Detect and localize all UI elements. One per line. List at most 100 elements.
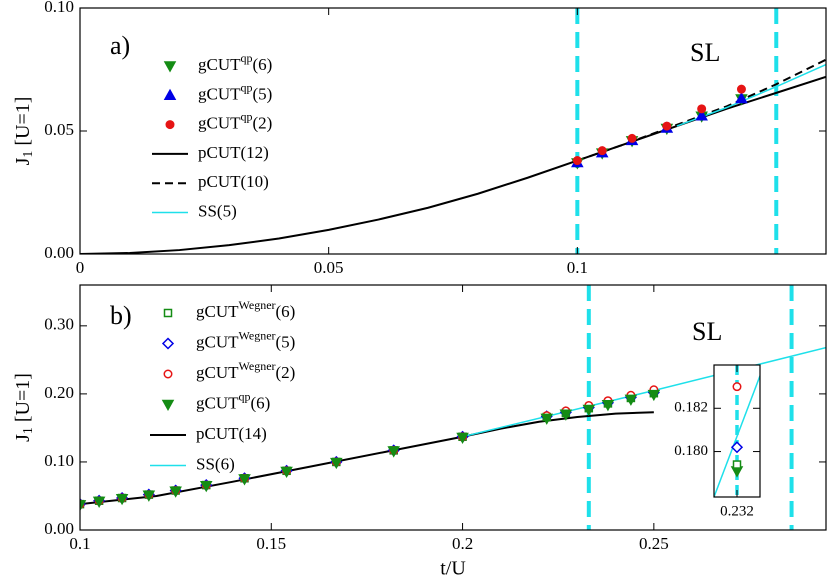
y-tick-label: 0.00 (44, 243, 74, 262)
y-axis-label: J1 [U=1] (12, 97, 37, 166)
y-label-unit: [U=1] (12, 373, 34, 427)
legend-end: (6) (276, 302, 296, 321)
y-tick-label: 0.180 (674, 443, 708, 459)
y-tick-label: 0.20 (44, 383, 74, 402)
y-tick-label: 0.30 (44, 315, 74, 334)
x-tick-label: 0.15 (256, 534, 286, 553)
marker (163, 308, 173, 318)
legend-end: (2) (276, 363, 296, 382)
legend-sup: qp (241, 80, 253, 94)
series-line (714, 375, 760, 497)
marker (92, 496, 106, 508)
marker (165, 120, 175, 130)
legend-sup: Wegner (239, 359, 276, 373)
marker (115, 493, 129, 506)
legend-sup: qp (241, 51, 253, 65)
y-label-unit: [U=1] (12, 97, 34, 151)
marker (735, 91, 748, 104)
legend-end: (2) (253, 114, 273, 133)
legend-label: pCUT(12) (198, 143, 269, 162)
legend-sup: qp (241, 109, 253, 123)
marker (199, 481, 213, 493)
x-tick-label: 0.25 (639, 534, 669, 553)
plot-area (80, 8, 826, 254)
legend-end: (6) (251, 393, 271, 412)
x-tick-label: 0.2 (452, 534, 473, 553)
legend-name: gCUT (198, 84, 241, 103)
annotation: SL (690, 38, 720, 67)
marker (582, 404, 596, 417)
marker (163, 61, 177, 73)
legend-end: (6) (253, 55, 273, 74)
legend-name: gCUT (196, 302, 239, 321)
marker (695, 109, 708, 121)
legend-end: (5) (276, 332, 296, 351)
legend-name: pCUT(12) (198, 143, 269, 162)
legend-label: gCUTWegner(6) (196, 298, 295, 321)
plot-area (714, 365, 760, 497)
marker (572, 156, 582, 166)
x-tick-label: 0.1 (69, 534, 90, 553)
legend-name: pCUT(14) (196, 424, 267, 443)
y-label-sub: 1 (21, 427, 36, 434)
legend-sup: qp (239, 389, 251, 403)
marker (559, 409, 573, 421)
marker (732, 382, 742, 392)
x-axis-label: t/U (440, 558, 466, 580)
legend-label: gCUTqp(6) (196, 389, 270, 412)
marker (161, 399, 175, 412)
legend-label: SS(6) (196, 454, 235, 473)
marker (624, 394, 638, 406)
legend-name: gCUT (196, 393, 239, 412)
marker (732, 460, 742, 469)
marker (601, 400, 615, 412)
plot-area (80, 285, 826, 530)
y-tick-label: 0.10 (44, 0, 74, 16)
marker (280, 466, 293, 479)
legend-label: gCUTWegner(5) (196, 328, 295, 351)
marker (730, 441, 744, 454)
legend-sup: Wegner (239, 328, 276, 342)
legend-label: gCUTqp(2) (198, 109, 272, 132)
legend-label: gCUTqp(5) (198, 80, 272, 103)
legend-name: gCUT (196, 363, 239, 382)
legend-name: pCUT(10) (198, 172, 269, 191)
y-label-main: J (12, 157, 34, 165)
marker (387, 446, 400, 458)
legend-label: SS(5) (198, 201, 237, 220)
marker (80, 500, 87, 512)
legend-label: pCUT(14) (196, 424, 267, 443)
panel-label: b) (110, 301, 132, 330)
plot-frame (79, 284, 827, 531)
marker (697, 104, 707, 114)
panel-label: a) (110, 31, 130, 60)
marker (627, 133, 637, 143)
y-tick-label: 0.10 (44, 451, 74, 470)
y-tick-label: 0.05 (44, 120, 74, 139)
x-tick-label: 0.1 (567, 258, 588, 277)
y-label-sub: 1 (21, 151, 36, 158)
legend-name: gCUT (198, 114, 241, 133)
marker (238, 474, 251, 486)
y-tick-label: 0.00 (44, 519, 74, 538)
marker (662, 121, 672, 131)
marker (163, 88, 177, 101)
legend-label: pCUT(10) (198, 172, 269, 191)
legend-name: SS(5) (198, 201, 237, 220)
legend-label: gCUTqp(6) (198, 51, 272, 74)
legend-sup: Wegner (239, 298, 276, 312)
marker (142, 490, 156, 502)
marker (540, 413, 554, 425)
legend-name: gCUT (196, 332, 239, 351)
marker (736, 84, 746, 94)
legend-label: gCUTWegner(2) (196, 359, 295, 382)
marker (330, 457, 343, 470)
x-tick-label: 0.232 (720, 503, 754, 519)
x-tick-label: 0.05 (314, 258, 344, 277)
marker (163, 369, 173, 379)
marker (647, 389, 661, 402)
x-tick-label: 0 (76, 258, 85, 277)
annotation: SL (692, 317, 722, 346)
marker (169, 486, 182, 498)
